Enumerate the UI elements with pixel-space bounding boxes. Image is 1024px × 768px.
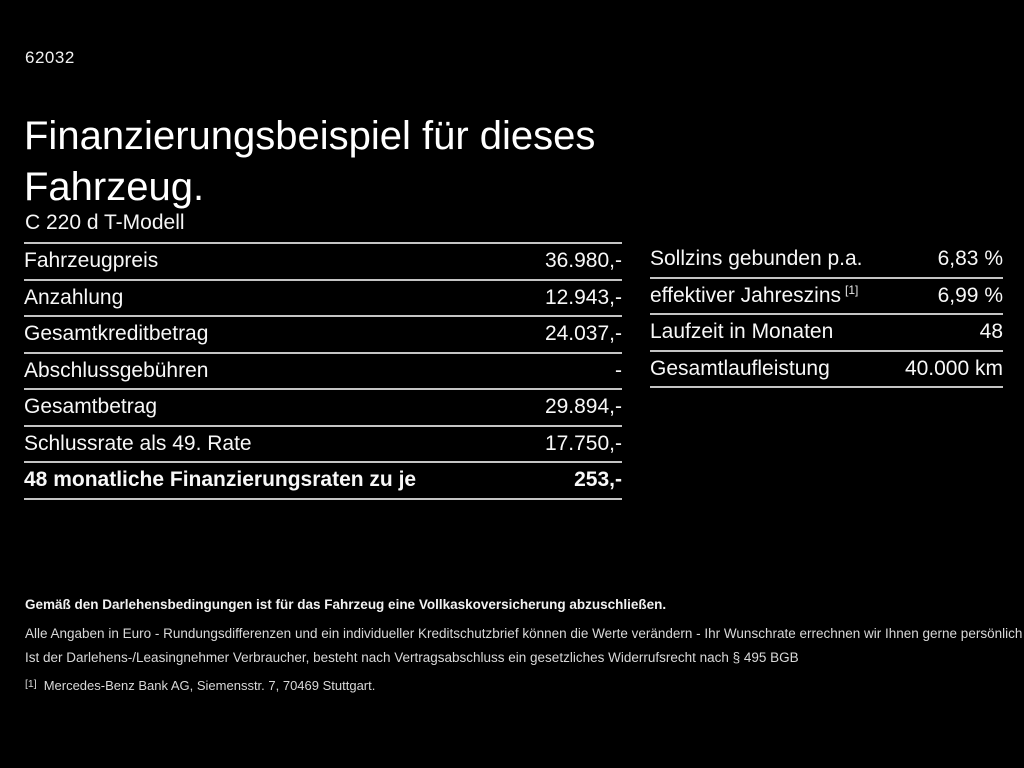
footnote-marker: [1] [25,678,37,690]
row-value: 6,99 % [937,283,1003,307]
row-label: Fahrzeugpreis [24,249,159,273]
page-title: Finanzierungsbeispiel für dieses Fahrzeu… [24,113,596,209]
financing-table: Fahrzeugpreis 36.980,- Anzahlung 12.943,… [24,242,622,500]
conditions-table: Sollzins gebunden p.a. 6,83 % effektiver… [650,242,1003,388]
table-row-borrowing-rate: Sollzins gebunden p.a. 6,83 % [650,242,1003,279]
table-row-final-rate: Schlussrate als 49. Rate 17.750,- [24,427,622,463]
footnote-marker: [1] [845,282,859,297]
row-label: Anzahlung [24,285,124,309]
table-row-monthly-rate: 48 monatliche Finanzierungsraten zu je 2… [24,463,622,500]
row-label: Gesamtbetrag [24,395,158,419]
row-value: 6,83 % [937,247,1003,271]
vehicle-model: C 220 d T-Modell [25,211,185,234]
row-label: effektiver Jahreszins [1] [650,282,859,307]
disclaimer-section: Gemäß den Darlehensbedingungen ist für d… [25,597,1023,693]
withdrawal-note: Ist der Darlehens-/Leasingnehmer Verbrau… [25,650,799,665]
row-value: 12.943,- [544,285,622,309]
row-label: Sollzins gebunden p.a. [650,247,863,271]
row-label: Gesamtlaufleistung [650,356,830,380]
row-value: 40.000 km [904,356,1003,380]
table-row-closing-fees: Abschlussgebühren - [24,354,622,390]
row-label: Gesamtkreditbetrag [24,322,209,346]
row-value: 253,- [574,468,622,492]
footnote-text: Mercedes-Benz Bank AG, Siemensstr. 7, 70… [43,678,376,693]
table-row-total-mileage: Gesamtlaufleistung 40.000 km [650,352,1003,388]
table-row-effective-rate: effektiver Jahreszins [1] 6,99 % [650,279,1003,315]
row-label: Abschlussgebühren [24,358,209,382]
row-value: 29.894,- [544,395,622,419]
insurance-note: Gemäß den Darlehensbedingungen ist für d… [25,597,667,612]
row-value: - [615,358,622,382]
table-row-vehicle-price: Fahrzeugpreis 36.980,- [24,244,622,281]
offer-number: 62032 [25,48,75,67]
row-label: Schlussrate als 49. Rate [24,431,252,455]
row-value: 36.980,- [544,249,622,273]
table-row-down-payment: Anzahlung 12.943,- [24,281,622,317]
row-value: 48 [979,320,1003,344]
values-note: Alle Angaben in Euro - Rundungsdifferenz… [25,626,1023,641]
row-label: Laufzeit in Monaten [650,320,834,344]
table-row-total-credit: Gesamtkreditbetrag 24.037,- [24,317,622,354]
row-value: 24.037,- [544,322,622,346]
table-row-total-amount: Gesamtbetrag 29.894,- [24,390,622,427]
footnote-bank: [1] Mercedes-Benz Bank AG, Siemensstr. 7,… [25,678,1015,693]
row-label: 48 monatliche Finanzierungsraten zu je [24,468,417,492]
table-row-term-months: Laufzeit in Monaten 48 [650,315,1003,352]
row-value: 17.750,- [544,431,622,455]
